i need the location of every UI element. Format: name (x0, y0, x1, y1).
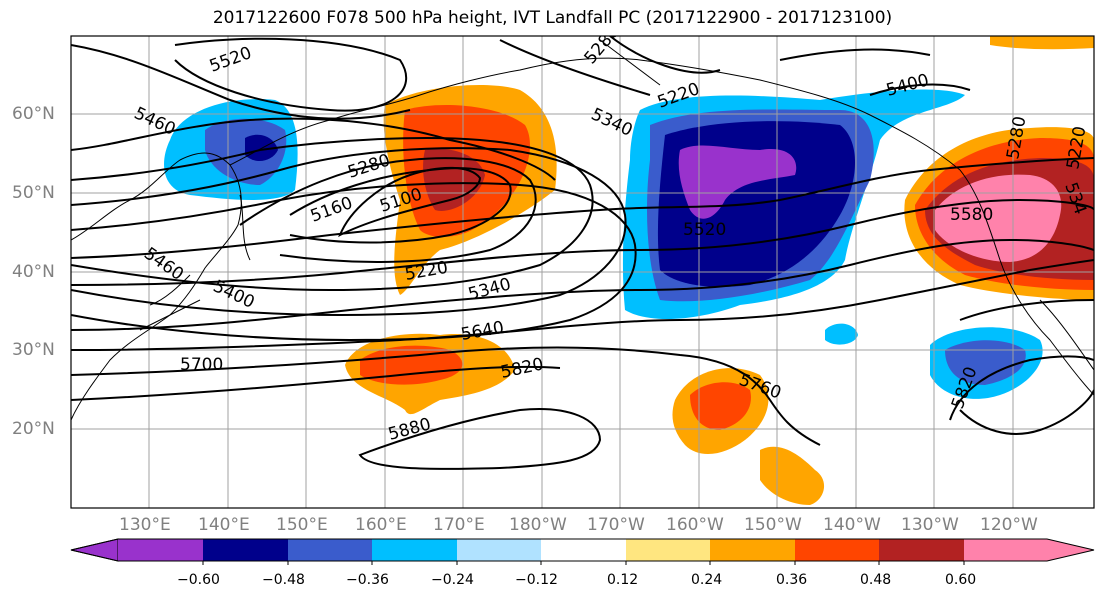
lon-label: 140°W (823, 515, 881, 535)
colorbar-swatch (541, 539, 626, 561)
lon-label: 130°E (119, 515, 171, 535)
lat-label: 20°N (12, 419, 55, 439)
lon-label: 160°E (355, 515, 407, 535)
positive-anomaly-subtropical-west-core (360, 345, 463, 385)
colorbar-tick-label: 0.60 (945, 572, 977, 588)
lon-label: 130°W (901, 515, 959, 535)
lat-label: 40°N (12, 262, 55, 282)
colorbar-tick-label: 0.36 (776, 572, 808, 588)
negative-anomaly-small (825, 323, 858, 345)
ivt-shading (164, 36, 1094, 505)
lon-label: 160°W (666, 515, 724, 535)
colorbar-tick-label: 0.48 (860, 572, 892, 588)
contour-label: 5640 (459, 318, 505, 345)
colorbar-swatch (626, 539, 710, 561)
colorbar-tick-label: 0.12 (607, 572, 639, 588)
contour-label: 5520 (207, 43, 254, 77)
colorbar-tick-label: −0.24 (431, 572, 474, 588)
lon-label: 150°W (744, 515, 802, 535)
contour-label: 5340 (466, 274, 513, 305)
positive-anomaly-tail (760, 446, 825, 505)
colorbar-tick-label: 0.24 (691, 572, 723, 588)
lon-label: 170°W (587, 515, 645, 535)
negative-anomaly-gulf-alaska-core (678, 145, 797, 219)
lon-label: 150°E (276, 515, 328, 535)
contour-label: 5700 (180, 355, 223, 375)
positive-anomaly-subtropical-central-core (690, 382, 751, 430)
colorbar (70, 538, 1095, 565)
colorbar-outline (70, 538, 1095, 562)
negative-anomaly-east-subtropical-core (945, 340, 1026, 385)
colorbar-swatch (203, 539, 288, 561)
lon-label: 170°E (433, 515, 485, 535)
colorbar-arrow-right (964, 539, 1094, 561)
height-contours (71, 36, 1094, 470)
contour-label: 5340 (588, 104, 636, 140)
colorbar-swatch (118, 539, 203, 561)
map-title: 2017122600 F078 500 hPa height, IVT Land… (212, 8, 893, 28)
lon-label: 180°W (509, 515, 567, 535)
colorbar-tick-label: −0.36 (346, 572, 389, 588)
lat-label: 30°N (12, 340, 55, 360)
positive-anomaly-bering-core (423, 148, 485, 211)
colorbar-swatch (372, 539, 457, 561)
lon-label: 140°E (198, 515, 250, 535)
colorbar-tick-label: −0.12 (515, 572, 558, 588)
contour-label: 5880 (386, 414, 433, 445)
colorbar-swatch (457, 539, 541, 561)
lat-label: 60°N (12, 104, 55, 124)
colorbar-swatch (795, 539, 879, 561)
map-frame (70, 35, 1095, 509)
positive-anomaly-top-right (990, 36, 1094, 50)
colorbar-arrow-left (70, 538, 119, 562)
colorbar-tick-label: −0.48 (262, 572, 305, 588)
contour-label: 5520 (683, 220, 726, 240)
coastlines (71, 39, 1094, 421)
contour-label: 5280 (581, 22, 624, 68)
colorbar-swatch (288, 539, 372, 561)
graticule (71, 36, 1094, 508)
lat-label: 50°N (12, 183, 55, 203)
contour-label: 5580 (950, 205, 993, 225)
colorbar-swatch (879, 539, 964, 561)
colorbar-tick-label: −0.60 (177, 572, 220, 588)
lon-label: 120°W (980, 515, 1038, 535)
colorbar-swatch (710, 539, 795, 561)
